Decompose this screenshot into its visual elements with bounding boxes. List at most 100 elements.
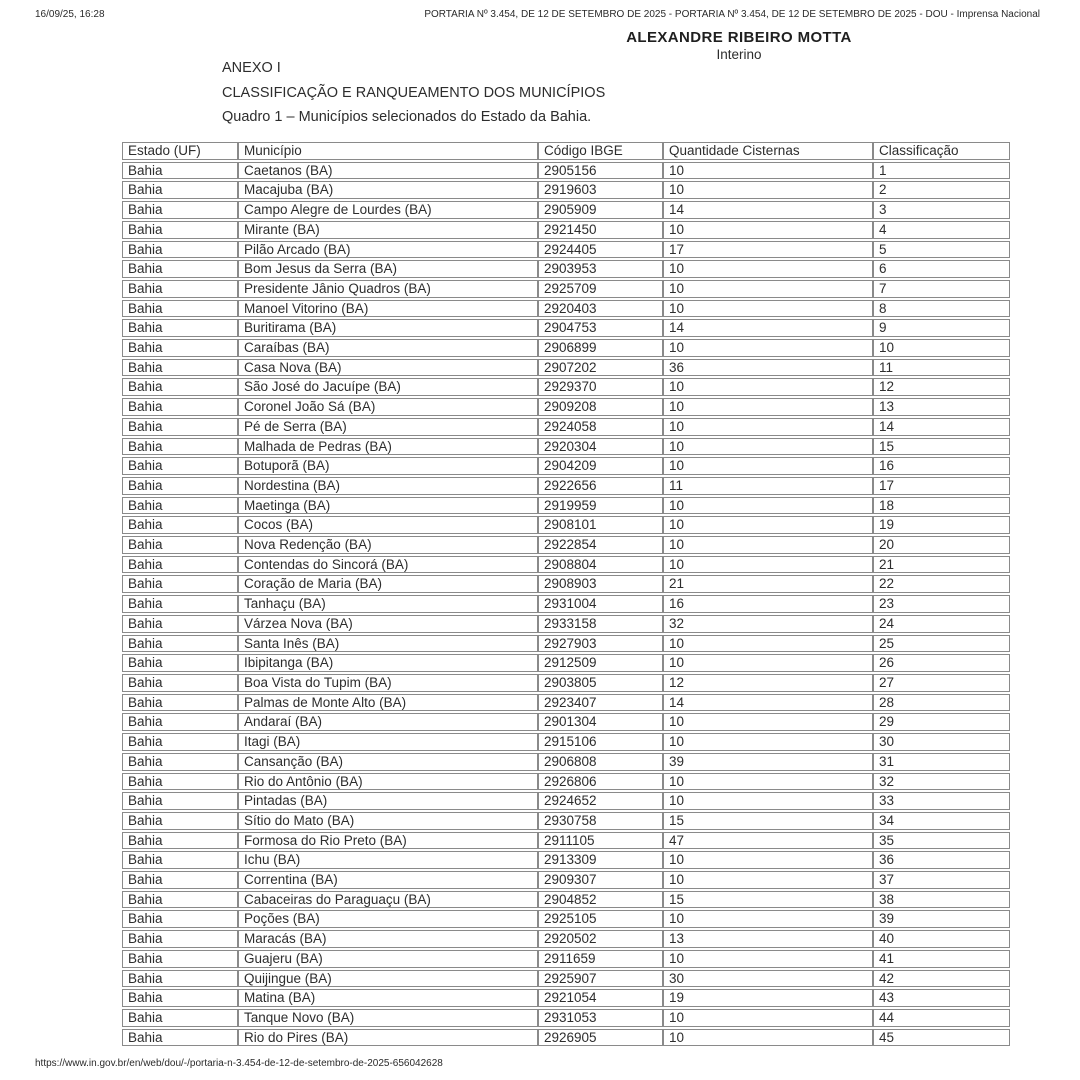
table-row: Bahia Bom Jesus da Serra (BA) 2903953 10 6 [122, 260, 1010, 278]
cell-estado: Bahia [122, 595, 238, 613]
cell-codigo-ibge: 2922656 [538, 476, 663, 495]
table-row: Bahia Tanhaçu (BA) 2931004 16 23 [122, 595, 1010, 613]
source-url: https://www.in.gov.br/en/web/dou/-/porta… [35, 1058, 443, 1069]
table-row: Bahia Quijingue (BA) 2925907 30 42 [122, 969, 1010, 988]
cell-codigo-ibge: 2924058 [538, 417, 663, 436]
cell-codigo-ibge: 2901304 [538, 713, 663, 732]
cell-quantidade-cisternas: 10 [663, 339, 873, 357]
cell-estado: Bahia [122, 851, 238, 870]
cell-quantidade-cisternas: 10 [663, 634, 873, 653]
cell-municipio: Palmas de Monte Alto (BA) [238, 693, 538, 712]
cell-estado: Bahia [122, 417, 238, 436]
cell-codigo-ibge: 2922854 [538, 536, 663, 554]
table-row: Bahia Presidente Jânio Quadros (BA) 292570… [122, 279, 1010, 298]
cell-municipio: Caetanos (BA) [238, 161, 538, 180]
cell-quantidade-cisternas: 47 [663, 831, 873, 850]
table-row: Bahia Campo Alegre de Lourdes (BA) 2905909… [122, 201, 1010, 219]
cell-codigo-ibge: 2904852 [538, 890, 663, 909]
cell-quantidade-cisternas: 39 [663, 752, 873, 771]
cell-quantidade-cisternas: 10 [663, 161, 873, 180]
cell-municipio: Cabaceiras do Paraguaçu (BA) [238, 890, 538, 909]
cell-estado: Bahia [122, 476, 238, 495]
cell-codigo-ibge: 2911659 [538, 949, 663, 968]
cell-classificacao: 32 [873, 772, 1010, 791]
cell-estado: Bahia [122, 240, 238, 259]
table-row: Bahia Palmas de Monte Alto (BA) 2923407 14 2… [122, 693, 1010, 712]
cell-classificacao: 38 [873, 890, 1010, 909]
cell-estado: Bahia [122, 575, 238, 594]
cell-codigo-ibge: 2912509 [538, 654, 663, 672]
cell-estado: Bahia [122, 772, 238, 791]
cell-municipio: Caraíbas (BA) [238, 339, 538, 357]
cell-quantidade-cisternas: 36 [663, 358, 873, 377]
cell-estado: Bahia [122, 654, 238, 672]
cell-quantidade-cisternas: 10 [663, 378, 873, 397]
cell-classificacao: 6 [873, 260, 1010, 278]
cell-municipio: Coronel João Sá (BA) [238, 398, 538, 416]
cell-quantidade-cisternas: 10 [663, 181, 873, 200]
cell-quantidade-cisternas: 10 [663, 792, 873, 810]
cell-quantidade-cisternas: 10 [663, 654, 873, 672]
cell-codigo-ibge: 2907202 [538, 358, 663, 377]
cell-municipio: Santa Inês (BA) [238, 634, 538, 653]
table-row: Bahia Tanque Novo (BA) 2931053 10 44 [122, 1008, 1010, 1027]
cell-codigo-ibge: 2925105 [538, 910, 663, 929]
table-row: Bahia Ichu (BA) 2913309 10 36 [122, 851, 1010, 870]
cell-municipio: Poções (BA) [238, 910, 538, 929]
table-row: Bahia Manoel Vitorino (BA) 2920403 10 8 [122, 299, 1010, 318]
municipios-table: Estado (UF) Município Código IBGE Quanti… [122, 140, 1010, 1048]
cell-estado: Bahia [122, 871, 238, 889]
table-row: Bahia Santa Inês (BA) 2927903 10 25 [122, 634, 1010, 653]
cell-estado: Bahia [122, 693, 238, 712]
cell-estado: Bahia [122, 319, 238, 338]
table-row: Bahia Cocos (BA) 2908101 10 19 [122, 516, 1010, 535]
table-row: Bahia Contendas do Sincorá (BA) 2908804 10 2… [122, 555, 1010, 574]
cell-classificacao: 30 [873, 733, 1010, 751]
cell-codigo-ibge: 2933158 [538, 614, 663, 633]
cell-codigo-ibge: 2924652 [538, 792, 663, 810]
cell-codigo-ibge: 2921450 [538, 220, 663, 239]
table-row: Bahia Poções (BA) 2925105 10 39 [122, 910, 1010, 929]
cell-codigo-ibge: 2908804 [538, 555, 663, 574]
column-header-estado: Estado (UF) [122, 142, 238, 160]
cell-municipio: Presidente Jânio Quadros (BA) [238, 279, 538, 298]
cell-classificacao: 37 [873, 871, 1010, 889]
cell-codigo-ibge: 2931053 [538, 1008, 663, 1027]
cell-estado: Bahia [122, 910, 238, 929]
table-row: Bahia Caetanos (BA) 2905156 10 1 [122, 161, 1010, 180]
cell-classificacao: 33 [873, 792, 1010, 810]
cell-estado: Bahia [122, 733, 238, 751]
cell-estado: Bahia [122, 496, 238, 515]
cell-quantidade-cisternas: 13 [663, 930, 873, 948]
cell-codigo-ibge: 2906808 [538, 752, 663, 771]
cell-municipio: Guajeru (BA) [238, 949, 538, 968]
cell-quantidade-cisternas: 10 [663, 260, 873, 278]
cell-quantidade-cisternas: 19 [663, 989, 873, 1007]
cell-codigo-ibge: 2925907 [538, 969, 663, 988]
cell-estado: Bahia [122, 811, 238, 830]
cell-municipio: Ichu (BA) [238, 851, 538, 870]
cell-codigo-ibge: 2920502 [538, 930, 663, 948]
cell-classificacao: 22 [873, 575, 1010, 594]
cell-municipio: Rio do Antônio (BA) [238, 772, 538, 791]
cell-codigo-ibge: 2931004 [538, 595, 663, 613]
cell-classificacao: 27 [873, 673, 1010, 692]
cell-codigo-ibge: 2926806 [538, 772, 663, 791]
table-row: Bahia Rio do Pires (BA) 2926905 10 45 [122, 1028, 1010, 1047]
cell-municipio: Sítio do Mato (BA) [238, 811, 538, 830]
cell-municipio: Quijingue (BA) [238, 969, 538, 988]
cell-estado: Bahia [122, 339, 238, 357]
cell-quantidade-cisternas: 30 [663, 969, 873, 988]
cell-estado: Bahia [122, 634, 238, 653]
cell-quantidade-cisternas: 15 [663, 890, 873, 909]
cell-classificacao: 2 [873, 181, 1010, 200]
section-title: CLASSIFICAÇÃO E RANQUEAMENTO DOS MUNICÍP… [222, 85, 606, 101]
cell-codigo-ibge: 2909307 [538, 871, 663, 889]
cell-municipio: Botuporã (BA) [238, 457, 538, 475]
cell-municipio: Cocos (BA) [238, 516, 538, 535]
cell-quantidade-cisternas: 10 [663, 733, 873, 751]
cell-municipio: Pintadas (BA) [238, 792, 538, 810]
cell-classificacao: 15 [873, 437, 1010, 456]
cell-codigo-ibge: 2919603 [538, 181, 663, 200]
cell-municipio: Maetinga (BA) [238, 496, 538, 515]
